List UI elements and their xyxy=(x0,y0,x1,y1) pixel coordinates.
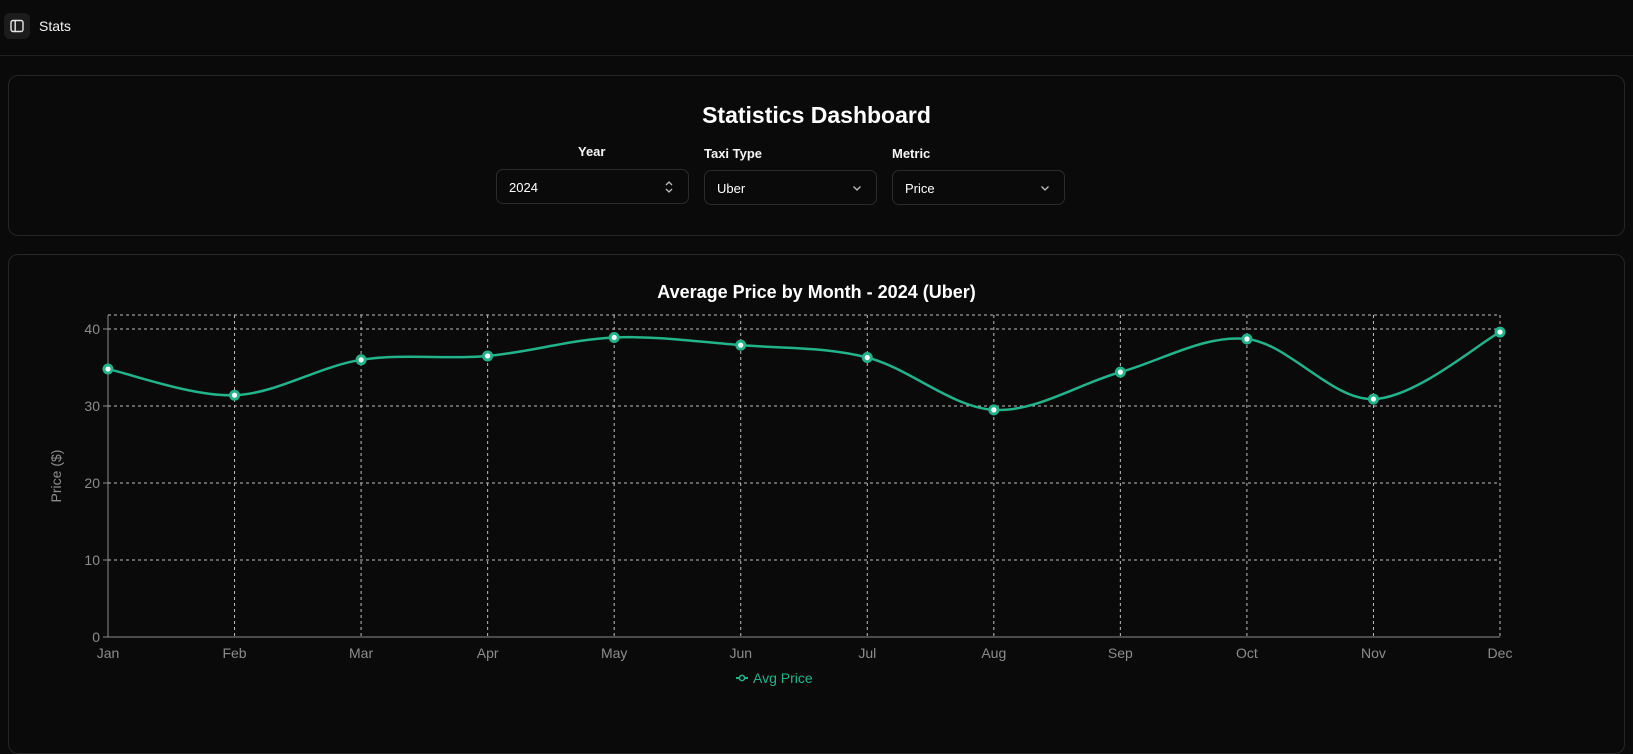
x-tick-label: Sep xyxy=(1108,645,1133,661)
data-point-center xyxy=(358,357,364,363)
x-tick-label: Apr xyxy=(477,645,499,661)
x-tick-label: Aug xyxy=(981,645,1006,661)
x-tick-label: Jan xyxy=(97,645,120,661)
legend-label: Avg Price xyxy=(753,670,813,686)
year-select[interactable]: 2024 xyxy=(496,169,689,204)
x-tick-label: Feb xyxy=(222,645,246,661)
line-chart: 0 10 20 30 40 Jan Feb Mar Apr May Jun Jul Aug Sep Oct N… xyxy=(48,314,1513,686)
y-tick-label: 0 xyxy=(92,629,100,645)
sidebar-toggle-button[interactable] xyxy=(4,13,30,39)
data-point-center xyxy=(1244,336,1250,342)
data-point-center xyxy=(105,366,111,372)
legend-marker-icon xyxy=(738,674,746,682)
x-tick-label: May xyxy=(601,645,627,661)
taxi-type-select-value: Uber xyxy=(717,181,746,196)
x-tick-label: Jun xyxy=(729,645,752,661)
x-tick-label: Dec xyxy=(1488,645,1513,661)
year-label: Year xyxy=(578,144,606,159)
chart-card: Average Price by Month - 2024 (Uber) 0 10… xyxy=(8,254,1625,754)
x-tick-label: Mar xyxy=(349,645,373,661)
data-point-center xyxy=(485,353,491,359)
y-tick-label: 30 xyxy=(84,398,100,414)
chevron-up-down-icon xyxy=(665,181,673,193)
y-axis-label: Price ($) xyxy=(48,450,64,503)
metric-label: Metric xyxy=(892,146,931,161)
x-tick-label: Jul xyxy=(858,645,876,661)
dashboard-title: Statistics Dashboard xyxy=(702,102,931,128)
x-tick-label: Nov xyxy=(1361,645,1386,661)
taxi-type-label: Taxi Type xyxy=(704,146,763,161)
data-point-center xyxy=(864,354,870,361)
y-tick-label: 20 xyxy=(84,475,100,491)
taxi-type-select[interactable]: Uber xyxy=(704,170,877,205)
data-point-center xyxy=(738,342,744,348)
year-select-value: 2024 xyxy=(509,180,538,195)
metric-select-value: Price xyxy=(905,181,935,196)
metric-select[interactable]: Price xyxy=(892,170,1065,205)
chevron-down-icon xyxy=(1041,186,1049,191)
y-tick-label: 40 xyxy=(84,321,100,337)
top-bar: Stats xyxy=(0,0,1633,56)
filters-card: Statistics Dashboard Year 2024 Taxi Type… xyxy=(8,75,1625,236)
data-point-center xyxy=(991,407,997,413)
page-title: Stats xyxy=(39,18,71,34)
data-point-center xyxy=(1117,369,1123,375)
x-tick-label: Oct xyxy=(1236,645,1258,661)
series-line-avg-price xyxy=(107,330,1501,412)
y-tick-label: 10 xyxy=(84,552,100,568)
data-point-center xyxy=(1370,396,1377,402)
chevron-down-icon xyxy=(853,186,861,191)
data-point-center xyxy=(1497,329,1503,335)
sidebar-panel-icon xyxy=(10,19,24,33)
data-point-center xyxy=(611,334,617,341)
data-point-center xyxy=(231,392,238,398)
chart-title: Average Price by Month - 2024 (Uber) xyxy=(657,282,976,302)
